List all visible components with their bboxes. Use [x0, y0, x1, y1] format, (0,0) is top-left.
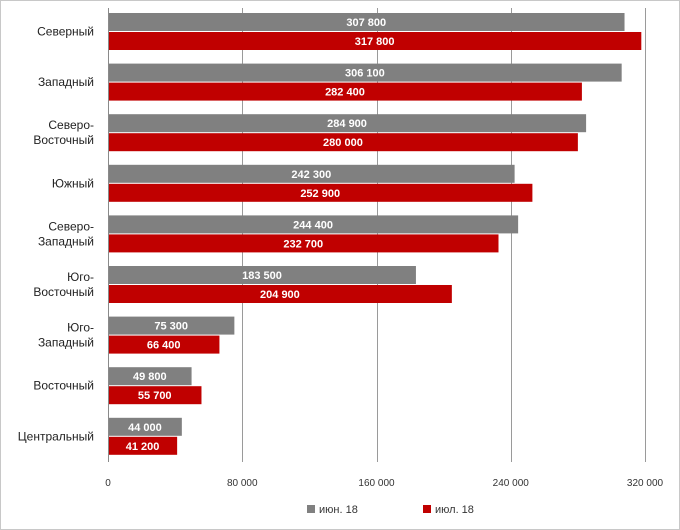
data-label: 49 800 — [133, 371, 167, 383]
x-tick-labels: 0 80 000 160 000 240 000 320 000 — [105, 478, 663, 489]
bars — [109, 13, 642, 455]
bar-jun — [109, 13, 625, 31]
category-label-line: Юго- — [67, 321, 94, 335]
data-label: 244 400 — [293, 219, 333, 231]
bar-jun — [109, 164, 515, 183]
bar-jul — [109, 436, 178, 455]
category-label: Центральный — [18, 429, 94, 443]
x-tick-label: 320 000 — [627, 478, 664, 489]
bar-jun — [109, 266, 416, 284]
x-tick-label: 240 000 — [493, 478, 530, 489]
bar-jun — [109, 316, 235, 335]
bar-jul — [109, 32, 642, 50]
category-label-line: Восточный — [33, 133, 94, 147]
category-labels: СеверныйЗападныйСеверо-ВосточныйЮжныйСев… — [18, 25, 94, 444]
category-label: Южный — [52, 176, 94, 190]
data-label: 252 900 — [300, 188, 340, 200]
bar-jul — [109, 234, 499, 253]
data-label: 306 100 — [345, 68, 385, 80]
x-tick-label: 160 000 — [358, 478, 395, 489]
category-label: Западный — [38, 75, 94, 89]
legend-swatch — [307, 505, 315, 513]
data-label: 317 800 — [355, 36, 395, 48]
data-labels: 307 800 317 800 306 100 282 400 284 900 280 0… — [126, 17, 395, 453]
category-label: Северный — [37, 25, 94, 39]
data-label: 307 800 — [346, 17, 386, 29]
category-label-line: Западный — [38, 75, 94, 89]
category-label-line: Северо- — [48, 118, 94, 132]
legend-label: июл. 18 — [435, 504, 474, 516]
category-label-line: Северный — [37, 25, 94, 39]
category-label-line: Западный — [38, 336, 94, 350]
category-label-line: Центральный — [18, 429, 94, 443]
data-label: 280 000 — [323, 137, 363, 149]
legend: июн. 18 июл. 18 — [307, 504, 474, 516]
data-label: 284 900 — [327, 118, 367, 130]
data-label: 55 700 — [138, 390, 172, 402]
category-label: Восточный — [33, 379, 94, 393]
legend-swatch — [423, 505, 431, 513]
data-label: 44 000 — [128, 422, 162, 434]
data-label: 183 500 — [242, 270, 282, 282]
bar-jul — [109, 285, 452, 303]
category-label-line: Восточный — [33, 379, 94, 393]
bar-jun — [109, 63, 622, 82]
legend-label: июн. 18 — [319, 504, 358, 516]
bar-jul — [109, 82, 582, 101]
data-label: 66 400 — [147, 340, 181, 352]
bar-jun — [109, 367, 192, 386]
data-label: 41 200 — [126, 441, 160, 453]
data-label: 282 400 — [325, 87, 365, 99]
category-label: Северо-Восточный — [33, 118, 94, 147]
category-label-line: Северо- — [48, 219, 94, 233]
bar-jun — [109, 417, 182, 436]
bar-jul — [109, 335, 220, 354]
bar-jul — [109, 183, 533, 202]
category-label: Юго-Восточный — [33, 270, 94, 299]
data-label: 232 700 — [283, 238, 323, 250]
data-label: 204 900 — [260, 289, 300, 301]
data-label: 75 300 — [154, 321, 188, 333]
category-label: Северо-Западный — [38, 219, 94, 248]
data-label: 242 300 — [291, 169, 331, 181]
category-label-line: Юго- — [67, 270, 94, 284]
x-tick-label: 0 — [105, 478, 111, 489]
bar-jun — [109, 114, 587, 133]
category-label-line: Южный — [52, 176, 94, 190]
category-label-line: Восточный — [33, 285, 94, 299]
category-label-line: Западный — [38, 234, 94, 248]
bar-jul — [109, 386, 202, 405]
category-label: Юго-Западный — [38, 321, 94, 350]
x-tick-label: 80 000 — [227, 478, 258, 489]
bar-jun — [109, 215, 519, 234]
bar-jul — [109, 133, 578, 152]
